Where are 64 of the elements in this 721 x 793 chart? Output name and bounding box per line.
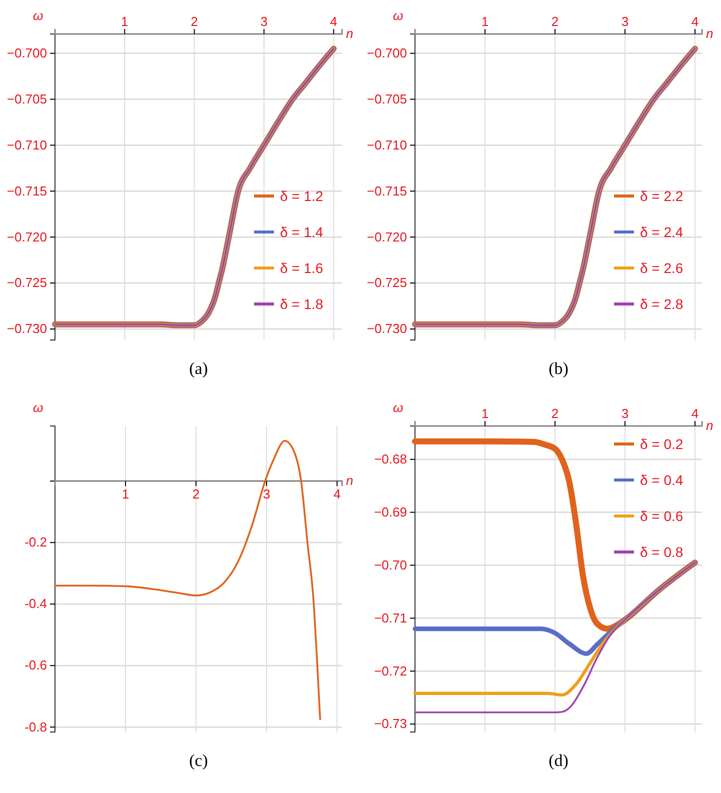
text: (a) bbox=[189, 359, 208, 378]
x-tick-label: 2 bbox=[190, 14, 198, 29]
y-tick-label: −0.705 bbox=[6, 91, 47, 106]
y-tick-label: −0.68 bbox=[374, 452, 407, 467]
y-tick-label: -0.4 bbox=[24, 596, 47, 612]
y-axis-title: ω bbox=[33, 8, 44, 23]
legend-label: δ = 2.6 bbox=[640, 260, 684, 276]
y-tick-label: −0.72 bbox=[374, 663, 407, 678]
y-tick-label: −0.700 bbox=[366, 45, 407, 60]
y-tick-label: −0.725 bbox=[6, 275, 47, 290]
x-axis-title: n bbox=[706, 26, 714, 41]
legend-label: δ = 1.2 bbox=[280, 188, 324, 204]
legend-label: δ = 2.8 bbox=[640, 296, 684, 312]
text: (d) bbox=[548, 751, 568, 770]
legend-label: δ = 2.4 bbox=[640, 224, 684, 240]
y-tick-label: −0.710 bbox=[6, 137, 47, 152]
x-tick-label: 4 bbox=[691, 406, 699, 421]
x-tick-label: 4 bbox=[333, 486, 341, 502]
x-tick-label: 4 bbox=[330, 14, 338, 29]
y-tick-label: −0.730 bbox=[366, 321, 407, 336]
y-tick-label: −0.710 bbox=[366, 137, 407, 152]
x-tick-label: 1 bbox=[121, 14, 128, 29]
x-tick-label: 1 bbox=[481, 406, 489, 421]
x-tick-label: 3 bbox=[621, 14, 629, 29]
y-tick-label: −0.705 bbox=[366, 91, 407, 106]
x-tick-label: 2 bbox=[551, 406, 559, 421]
y-tick-label: −0.720 bbox=[366, 229, 407, 244]
x-tick-label: 1 bbox=[481, 14, 489, 29]
x-tick-label: 4 bbox=[691, 14, 699, 29]
legend-label: δ = 1.4 bbox=[280, 224, 324, 240]
legend-label: δ = 0.2 bbox=[640, 436, 684, 452]
text: (c) bbox=[189, 751, 208, 770]
y-tick-label: -0.2 bbox=[24, 534, 47, 550]
y-tick-label: −0.720 bbox=[6, 229, 47, 244]
x-tick-label: 3 bbox=[260, 14, 268, 29]
x-tick-label: 3 bbox=[621, 406, 629, 421]
y-tick-label: −0.725 bbox=[366, 275, 407, 290]
y-tick-label: −0.71 bbox=[374, 610, 407, 626]
y-axis-title: ω bbox=[33, 400, 44, 415]
x-tick-label: 3 bbox=[262, 486, 270, 502]
y-tick-label: −0.70 bbox=[374, 557, 407, 572]
legend-label: δ = 0.4 bbox=[640, 472, 684, 488]
legend-label: δ = 0.6 bbox=[640, 508, 684, 524]
x-tick-label: 2 bbox=[192, 486, 200, 502]
y-axis-title: ω bbox=[393, 8, 404, 23]
y-axis-title: ω bbox=[393, 400, 404, 415]
x-axis-title: n bbox=[346, 473, 354, 488]
legend-label: δ = 1.6 bbox=[280, 260, 324, 276]
text: (b) bbox=[548, 359, 568, 378]
x-axis-title: n bbox=[346, 26, 354, 41]
x-axis-title: n bbox=[706, 418, 714, 433]
y-tick-label: -0.8 bbox=[24, 719, 47, 734]
y-tick-label: −0.730 bbox=[6, 321, 47, 336]
x-tick-label: 2 bbox=[551, 14, 559, 29]
legend-label: δ = 1.8 bbox=[280, 296, 324, 312]
y-tick-label: −0.69 bbox=[374, 504, 407, 520]
y-tick-label: −0.715 bbox=[6, 183, 47, 198]
y-tick-label: -0.6 bbox=[24, 658, 47, 673]
y-tick-label: −0.700 bbox=[6, 45, 47, 60]
x-tick-label: 1 bbox=[122, 486, 130, 502]
legend-label: δ = 0.8 bbox=[640, 544, 684, 560]
y-tick-label: −0.715 bbox=[366, 183, 407, 198]
y-tick-label: −0.73 bbox=[374, 716, 407, 732]
legend-label: δ = 2.2 bbox=[640, 188, 684, 204]
